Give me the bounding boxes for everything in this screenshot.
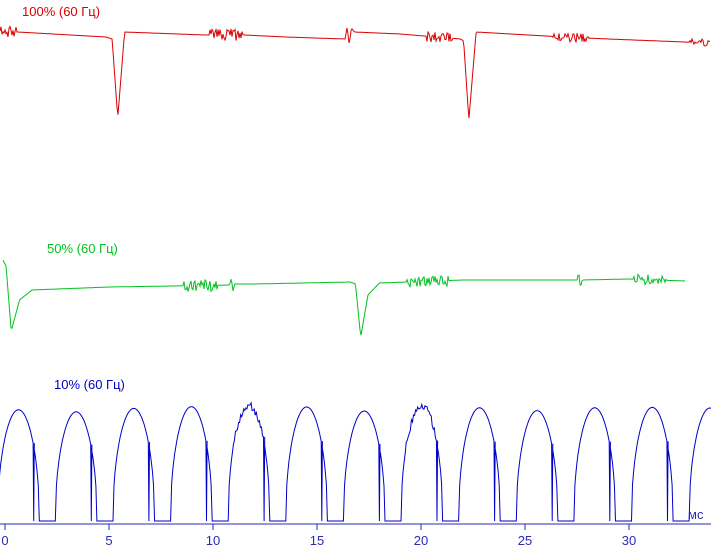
x-tick-label: 10 — [206, 533, 220, 548]
x-tick-label: 0 — [1, 533, 8, 548]
trace-0 — [0, 25, 711, 119]
series-label-50pct: 50% (60 Гц) — [47, 241, 118, 256]
series-label-10pct: 10% (60 Гц) — [54, 377, 125, 392]
x-tick-label: 15 — [310, 533, 324, 548]
x-tick-label: 5 — [105, 533, 112, 548]
series-label-100pct: 100% (60 Гц) — [22, 4, 101, 19]
x-axis: 0 5 10 15 20 25 30 — [0, 523, 711, 548]
x-tick-label: 25 — [518, 533, 532, 548]
trace-2 — [0, 401, 711, 522]
x-tick-label: 30 — [622, 533, 636, 548]
trace-1 — [2, 259, 685, 336]
x-axis-unit-label: мс — [688, 507, 704, 522]
x-tick-label: 20 — [414, 533, 428, 548]
